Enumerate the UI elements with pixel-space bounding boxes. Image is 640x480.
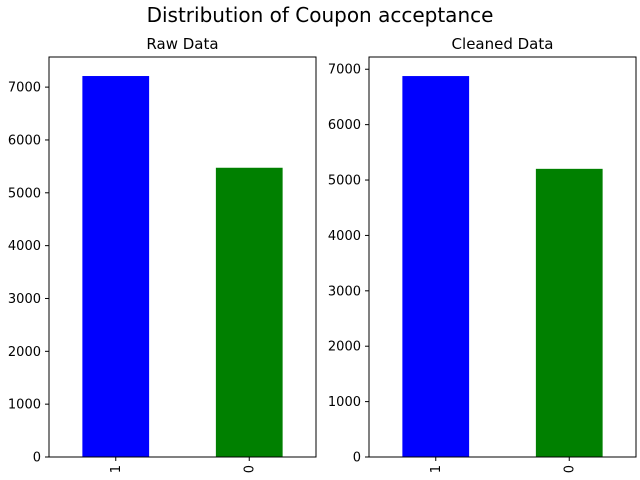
raw-data-y-tick-label-6000: 6000 (8, 133, 41, 148)
raw-data-y-tick-label-2000: 2000 (8, 345, 41, 360)
cleaned-data-bar-1 (402, 76, 470, 457)
raw-data-x-tick-label-0: 0 (242, 465, 257, 473)
raw-data-y-tick-label-0: 0 (33, 451, 41, 466)
cleaned-data-y-tick-label-5000: 5000 (328, 174, 361, 189)
raw-data-bar-1 (82, 76, 150, 457)
raw-data-plot-frame (48, 56, 317, 458)
raw-data-y-tick-label-3000: 3000 (8, 292, 41, 307)
cleaned-data-panel: Cleaned Data 0 1000 2000 3000 4000 5000 6000 70… (328, 35, 637, 473)
cleaned-data-y-tick-label-7000: 7000 (328, 63, 361, 78)
raw-data-y-tick-label-7000: 7000 (8, 81, 41, 96)
cleaned-data-y-tick-label-4000: 4000 (328, 229, 361, 244)
cleaned-data-plot-frame (368, 56, 637, 458)
cleaned-data-bars (402, 76, 603, 457)
cleaned-data-y-tick-label-2000: 2000 (328, 340, 361, 355)
raw-data-panel: Raw Data 0 1000 2000 3000 4000 5000 6000 7000 1… (8, 35, 317, 473)
cleaned-data-title: Cleaned Data (452, 35, 554, 53)
raw-data-y-tick-label-4000: 4000 (8, 239, 41, 254)
cleaned-data-y-tick-label-1000: 1000 (328, 395, 361, 410)
cleaned-data-bar-0 (535, 168, 603, 457)
raw-data-y-tick-label-5000: 5000 (8, 186, 41, 201)
figure-title: Distribution of Coupon acceptance (147, 3, 494, 27)
raw-data-bars (82, 76, 283, 457)
cleaned-data-y-axis: 0 1000 2000 3000 4000 5000 6000 7000 (328, 63, 369, 466)
raw-data-x-tick-label-1: 1 (109, 465, 124, 473)
cleaned-data-y-tick-label-6000: 6000 (328, 118, 361, 133)
raw-data-title: Raw Data (146, 35, 218, 53)
cleaned-data-x-tick-label-0: 0 (562, 465, 577, 473)
raw-data-bar-0 (215, 167, 283, 457)
raw-data-y-axis: 0 1000 2000 3000 4000 5000 6000 7000 (8, 81, 49, 466)
cleaned-data-y-tick-label-3000: 3000 (328, 284, 361, 299)
cleaned-data-y-tick-label-0: 0 (353, 451, 361, 466)
cleaned-data-x-tick-label-1: 1 (429, 465, 444, 473)
raw-data-y-tick-label-1000: 1000 (8, 398, 41, 413)
